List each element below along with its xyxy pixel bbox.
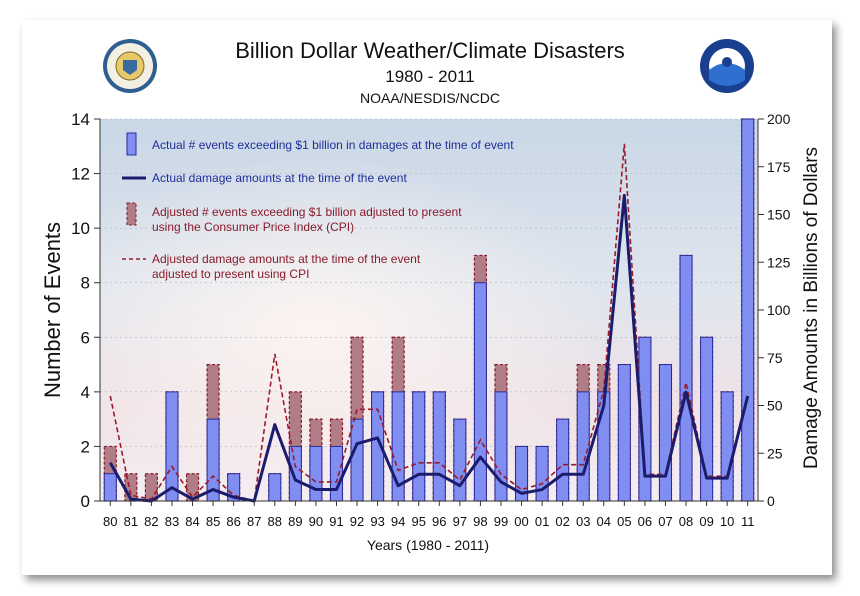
x-tick-label: 81 (124, 514, 138, 529)
y2-tick-label: 0 (767, 493, 775, 509)
y2-tick-label: 125 (767, 254, 791, 270)
x-tick-label: 96 (432, 514, 446, 529)
x-tick-label: 88 (268, 514, 282, 529)
x-tick-label: 04 (597, 514, 611, 529)
x-tick-label: 95 (411, 514, 425, 529)
legend-label-adjusted-damage-line2: adjusted to present using CPI (152, 267, 309, 281)
actual-bar-88 (268, 473, 282, 502)
x-tick-label: 05 (617, 514, 631, 529)
actual-damage-line (108, 193, 750, 503)
legend: Actual # events exceeding $1 billion in … (122, 132, 514, 281)
x-tick-label: 83 (165, 514, 179, 529)
actual-bar-11 (741, 118, 755, 502)
actual-bar-10 (720, 391, 734, 502)
x-axis-label: Years (1980 - 2011) (367, 537, 489, 553)
x-tick-label: 09 (699, 514, 713, 529)
y-tick-label: 10 (71, 219, 90, 238)
actual-bar-03 (576, 391, 590, 502)
actual-bar-05 (617, 364, 631, 502)
x-tick-label: 90 (309, 514, 323, 529)
x-tick-label: 89 (288, 514, 302, 529)
actual-bars (103, 118, 755, 502)
x-tick-label: 86 (226, 514, 240, 529)
commerce-seal-logo (103, 39, 157, 93)
legend-label-adjusted-damage-line1: Adjusted damage amounts at the time of t… (152, 252, 421, 266)
actual-bar-83 (165, 391, 179, 502)
legend-label-adjusted-events-line2: using the Consumer Price Index (CPI) (152, 220, 354, 234)
x-tick-label: 97 (453, 514, 467, 529)
legend-label-actual-events: Actual # events exceeding $1 billion in … (152, 138, 514, 152)
legend-label-adjusted-events-line1: Adjusted # events exceeding $1 billion a… (152, 205, 462, 219)
x-tick-label: 98 (473, 514, 487, 529)
x-tick-label: 80 (103, 514, 117, 529)
y2-tick-label: 25 (767, 445, 783, 461)
damage-lines (108, 143, 750, 503)
actual-bar-97 (453, 418, 467, 502)
x-tick-label: 11 (741, 514, 755, 529)
y-tick-label: 8 (81, 274, 90, 293)
actual-bar-01 (535, 445, 549, 502)
y2-tick-label: 100 (767, 302, 791, 318)
x-tick-label: 85 (206, 514, 220, 529)
y-tick-label: 4 (81, 383, 90, 402)
y-tick-label: 0 (81, 492, 90, 511)
x-tick-label: 08 (679, 514, 693, 529)
x-tick-label: 02 (555, 514, 569, 529)
chart-subtitle: 1980 - 2011 (385, 67, 474, 86)
y2-tick-label: 75 (767, 350, 783, 366)
actual-bar-91 (329, 445, 343, 502)
actual-bar-95 (412, 391, 426, 502)
x-tick-label: 93 (370, 514, 384, 529)
x-tick-label: 10 (720, 514, 734, 529)
x-tick-label: 00 (514, 514, 528, 529)
noaa-logo (700, 39, 754, 93)
x-tick-label: 87 (247, 514, 261, 529)
y-tick-label: 2 (81, 437, 90, 456)
y2-axis-label: Damage Amounts in Billions of Dollars (801, 147, 822, 469)
y2-tick-label: 150 (767, 207, 791, 223)
x-tick-label: 99 (494, 514, 508, 529)
x-tick-label: 01 (535, 514, 549, 529)
legend-label-actual-damage: Actual damage amounts at the time of the… (152, 171, 407, 185)
actual-bar-07 (658, 364, 672, 502)
x-tick-label: 94 (391, 514, 405, 529)
y-axis-label: Number of Events (40, 222, 65, 398)
legend-swatch-adjusted-events (126, 202, 137, 226)
actual-bar-98 (473, 282, 487, 502)
actual-bar-80 (103, 473, 117, 502)
x-tick-label: 92 (350, 514, 364, 529)
y2-tick-label: 175 (767, 159, 791, 175)
actual-bar-90 (309, 445, 323, 502)
x-tick-label: 07 (658, 514, 672, 529)
y2-tick-label: 200 (767, 111, 791, 127)
chart-source: NOAA/NESDIS/NCDC (360, 90, 500, 106)
x-tick-label: 06 (638, 514, 652, 529)
y2-tick-label: 50 (767, 398, 783, 414)
x-tick-label: 82 (144, 514, 158, 529)
y-tick-label: 14 (71, 110, 90, 129)
actual-bar-96 (432, 391, 446, 502)
x-tick-label: 91 (329, 514, 343, 529)
actual-bar-08 (679, 254, 693, 502)
actual-bar-92 (350, 418, 364, 502)
y-tick-label: 12 (71, 165, 90, 184)
legend-swatch-actual-events (126, 132, 137, 156)
y-tick-label: 6 (81, 328, 90, 347)
actual-bar-89 (288, 445, 302, 502)
chart-title: Billion Dollar Weather/Climate Disasters (235, 38, 625, 63)
x-tick-label: 84 (185, 514, 199, 529)
x-tick-label: 03 (576, 514, 590, 529)
actual-bar-02 (556, 418, 570, 502)
